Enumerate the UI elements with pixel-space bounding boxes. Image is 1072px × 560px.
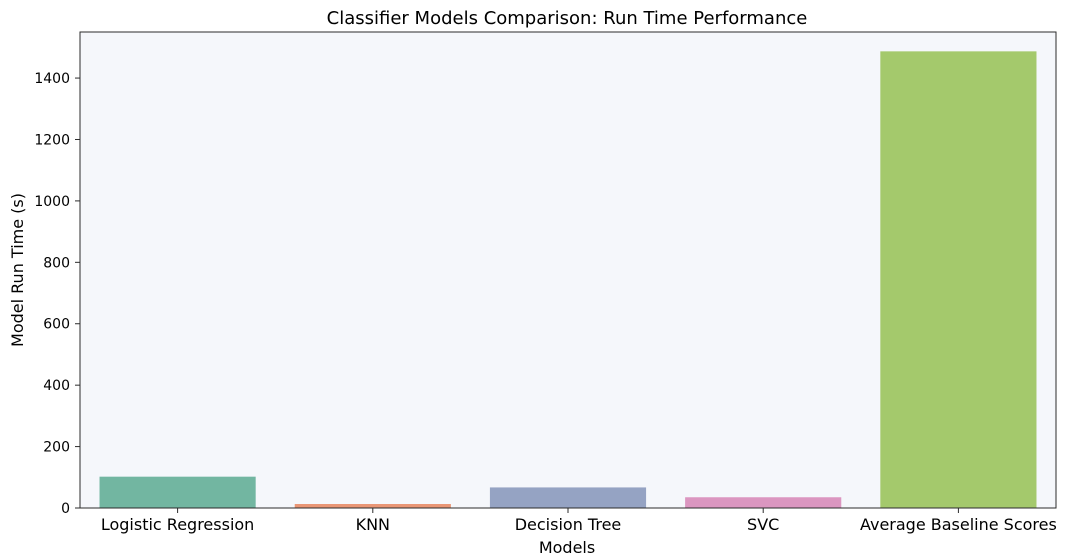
y-tick-label: 1400 bbox=[34, 71, 70, 87]
x-tick-label: SVC bbox=[747, 515, 779, 534]
x-tick-label: Decision Tree bbox=[515, 515, 622, 534]
x-tick-label: Average Baseline Scores bbox=[860, 515, 1057, 534]
y-tick-label: 0 bbox=[61, 501, 70, 517]
y-axis-label: Model Run Time (s) bbox=[8, 193, 27, 347]
bar-svc bbox=[685, 497, 842, 508]
y-tick-label: 1000 bbox=[34, 194, 70, 210]
y-tick-label: 200 bbox=[43, 440, 70, 456]
x-axis: Logistic Regression KNN Decision Tree SVC Av… bbox=[101, 508, 1057, 534]
y-tick-label: 800 bbox=[43, 255, 70, 271]
bar-knn bbox=[294, 504, 451, 508]
x-axis-label: Models bbox=[539, 538, 595, 557]
bar-average-baseline-scores bbox=[880, 51, 1037, 508]
y-tick-label: 600 bbox=[43, 317, 70, 333]
chart-title: Classifier Models Comparison: Run Time P… bbox=[327, 8, 808, 29]
bar-logistic-regression bbox=[99, 476, 256, 508]
plot-frame bbox=[79, 31, 1057, 509]
y-tick-label: 1200 bbox=[34, 132, 70, 148]
bar-decision-tree bbox=[489, 487, 647, 508]
x-tick-label: Logistic Regression bbox=[101, 515, 254, 534]
bars bbox=[99, 51, 1037, 508]
y-axis: 0 200 400 600 800 1000 1200 1400 bbox=[34, 71, 80, 517]
y-tick-label: 400 bbox=[43, 378, 70, 394]
x-tick-label: KNN bbox=[356, 515, 390, 534]
